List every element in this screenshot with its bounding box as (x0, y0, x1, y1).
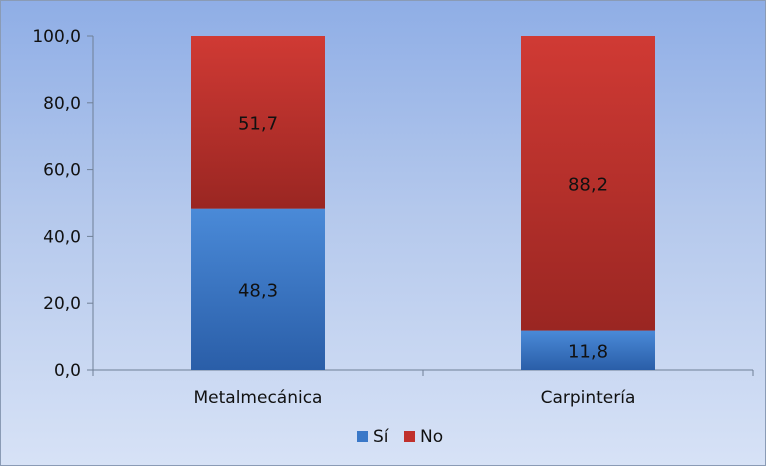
bar-si (191, 208, 325, 370)
y-tick-label: 60,0 (43, 161, 81, 181)
data-label: 88,2 (568, 174, 608, 195)
bars (191, 36, 655, 370)
data-label: 11,8 (568, 341, 608, 362)
data-label: 48,3 (238, 280, 278, 301)
y-tick-label: 40,0 (43, 227, 81, 247)
category-label: Metalmecánica (194, 388, 323, 408)
y-tick-label: 20,0 (43, 294, 81, 314)
y-tick-label: 100,0 (32, 27, 81, 47)
legend: Sí No (357, 427, 443, 447)
legend-label: No (420, 427, 443, 447)
bar-si (521, 330, 655, 370)
legend-label: Sí (373, 427, 390, 447)
legend-swatch (357, 431, 368, 442)
category-label: Carpintería (541, 388, 636, 408)
bar-no (191, 36, 325, 209)
legend-swatch (404, 431, 415, 442)
data-label: 51,7 (238, 113, 278, 134)
bar-no (521, 36, 655, 331)
labels: 48,3 51,7 Metalmecánica 11,8 88,2 Carpintería (194, 113, 636, 408)
y-tick-label: 80,0 (43, 94, 81, 114)
y-tick-label: 0,0 (54, 361, 81, 381)
